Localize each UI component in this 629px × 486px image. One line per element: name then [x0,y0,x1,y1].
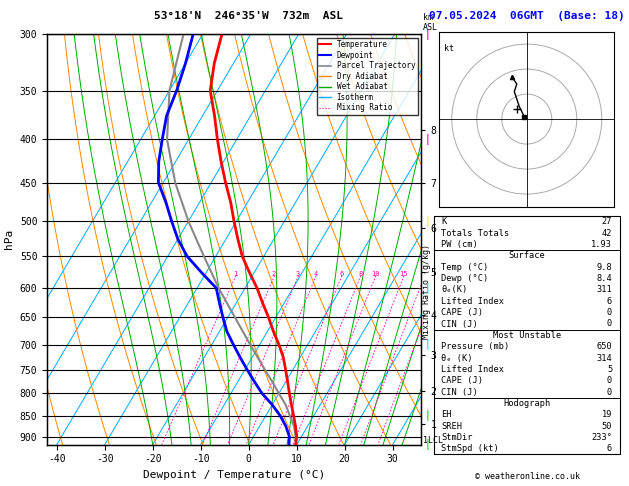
Text: 2: 2 [272,271,276,277]
Text: 8: 8 [358,271,362,277]
Text: SREH: SREH [442,421,462,431]
Text: 1.93: 1.93 [591,240,612,249]
Text: Most Unstable: Most Unstable [493,331,561,340]
Text: 6: 6 [607,444,612,453]
Text: EH: EH [442,410,452,419]
Text: 9.8: 9.8 [596,263,612,272]
Y-axis label: hPa: hPa [4,229,14,249]
Text: Surface: Surface [508,251,545,260]
Text: 314: 314 [596,353,612,363]
X-axis label: Dewpoint / Temperature (°C): Dewpoint / Temperature (°C) [143,470,325,480]
Text: |: | [426,339,430,350]
Text: Hodograph: Hodograph [503,399,550,408]
Text: 5: 5 [607,365,612,374]
Text: Lifted Index: Lifted Index [442,297,504,306]
Text: © weatheronline.co.uk: © weatheronline.co.uk [475,472,579,481]
Text: Lifted Index: Lifted Index [442,365,504,374]
Text: 19: 19 [602,410,612,419]
Text: CAPE (J): CAPE (J) [442,376,484,385]
Text: 0: 0 [607,308,612,317]
Text: |: | [426,134,430,145]
Text: StmSpd (kt): StmSpd (kt) [442,444,499,453]
Text: Temp (°C): Temp (°C) [442,263,489,272]
Text: CIN (J): CIN (J) [442,387,478,397]
Text: |: | [426,282,430,294]
Text: |: | [426,29,430,39]
Text: |: | [426,410,430,421]
Text: 15: 15 [399,271,408,277]
Text: 10: 10 [371,271,379,277]
Text: 8.4: 8.4 [596,274,612,283]
Text: 650: 650 [596,342,612,351]
Text: CIN (J): CIN (J) [442,319,478,329]
Text: |: | [426,216,430,227]
Text: Pressure (mb): Pressure (mb) [442,342,509,351]
Text: 50: 50 [602,421,612,431]
Legend: Temperature, Dewpoint, Parcel Trajectory, Dry Adiabat, Wet Adiabat, Isotherm, Mi: Temperature, Dewpoint, Parcel Trajectory… [317,38,418,115]
Text: 1LCL: 1LCL [423,436,443,445]
Text: 4: 4 [313,271,318,277]
Text: 6: 6 [339,271,343,277]
Text: K: K [442,217,447,226]
Text: 6: 6 [607,297,612,306]
Text: Totals Totals: Totals Totals [442,229,509,238]
Text: StmDir: StmDir [442,433,473,442]
Text: 42: 42 [602,229,612,238]
Text: 0: 0 [607,376,612,385]
Text: 07.05.2024  06GMT  (Base: 18): 07.05.2024 06GMT (Base: 18) [429,11,625,21]
Text: |: | [426,439,430,450]
Text: km
ASL: km ASL [423,13,438,32]
Text: 1: 1 [233,271,237,277]
Text: θₑ (K): θₑ (K) [442,353,473,363]
Text: Dewp (°C): Dewp (°C) [442,274,489,283]
Text: CAPE (J): CAPE (J) [442,308,484,317]
Text: PW (cm): PW (cm) [442,240,478,249]
Text: 3: 3 [296,271,300,277]
Text: 27: 27 [602,217,612,226]
Text: 311: 311 [596,285,612,295]
Text: 233°: 233° [591,433,612,442]
Text: 0: 0 [607,319,612,329]
Text: kt: kt [444,44,454,53]
Text: θₑ(K): θₑ(K) [442,285,468,295]
Text: 0: 0 [607,387,612,397]
Text: Mixing Ratio (g/kg): Mixing Ratio (g/kg) [422,244,431,339]
Text: 53°18'N  246°35'W  732m  ASL: 53°18'N 246°35'W 732m ASL [154,11,343,21]
